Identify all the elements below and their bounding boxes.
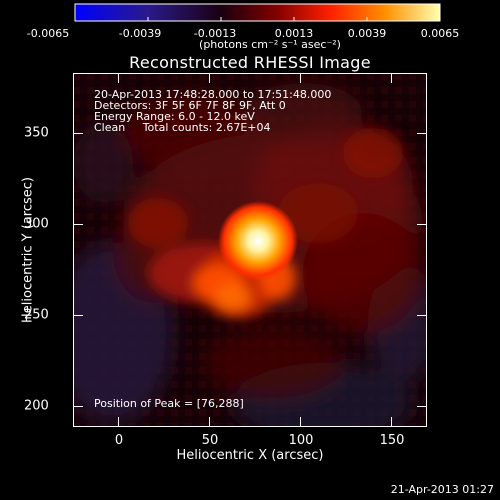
colorbar-ticks bbox=[74, 17, 441, 21]
y-tick-label: 350 bbox=[24, 125, 49, 141]
y-tick-label: 200 bbox=[24, 398, 49, 414]
energy-range-text: Energy Range: 6.0 - 12.0 keV bbox=[94, 110, 255, 123]
y-tick-label: 250 bbox=[24, 307, 49, 323]
colorbar bbox=[74, 3, 441, 22]
colorbar-units: (photons cm⁻² s⁻¹ asec⁻²) bbox=[199, 38, 341, 51]
colorbar-tick-label: -0.0013 bbox=[193, 27, 237, 40]
footer-date: 21-Apr-2013 01:27 bbox=[390, 483, 494, 496]
y-axis-label: Heliocentric Y (arcsec) bbox=[20, 177, 36, 323]
x-tick-label: 0 bbox=[114, 433, 124, 448]
colorbar-gradient bbox=[74, 3, 441, 22]
peak-position-text: Position of Peak = [76,288] bbox=[94, 397, 244, 410]
x-tick-label: 150 bbox=[379, 433, 405, 448]
colorbar-tick-label: 0.0039 bbox=[347, 27, 387, 40]
x-tick-label: 50 bbox=[201, 433, 219, 448]
clean-counts-text: Clean Total counts: 2.67E+04 bbox=[94, 121, 271, 134]
flare-core bbox=[218, 201, 298, 281]
y-tick-label: 300 bbox=[24, 216, 49, 232]
colorbar-tick-label: -0.0039 bbox=[118, 27, 162, 40]
x-axis-label: Heliocentric X (arcsec) bbox=[176, 448, 324, 463]
time-range-text: 20-Apr-2013 17:48:28.000 to 17:51:48.000 bbox=[94, 88, 332, 101]
plot-title: Reconstructed RHESSI Image bbox=[129, 53, 371, 72]
detectors-text: Detectors: 3F 5F 6F 7F 8F 9F, Att 0 bbox=[94, 99, 286, 112]
rhessi-image bbox=[73, 73, 427, 427]
colorbar-tick-label: 0.0065 bbox=[420, 27, 460, 40]
x-tick-label: 100 bbox=[288, 433, 314, 448]
colorbar-tick-label: -0.0065 bbox=[26, 27, 70, 40]
colorbar-tick-label: 0.0013 bbox=[274, 27, 314, 40]
